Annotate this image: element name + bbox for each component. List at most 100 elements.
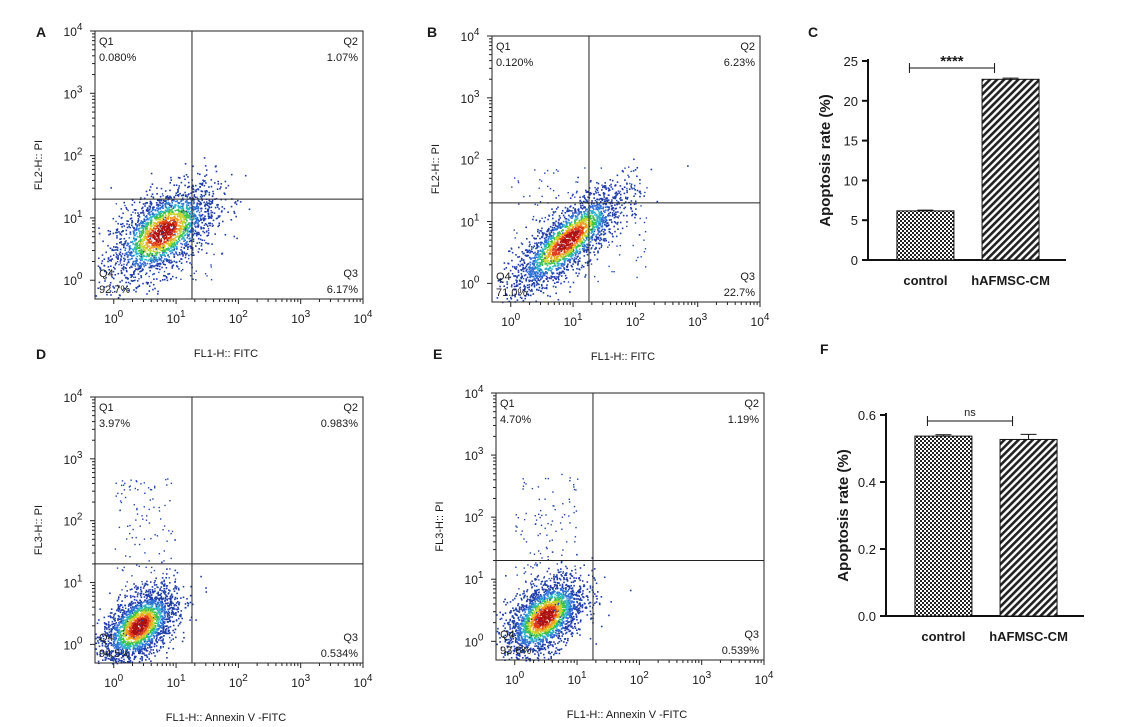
event-dot [132,248,134,251]
event-dot [117,222,119,225]
event-dot [182,211,185,214]
event-dot [536,247,538,249]
event-dot [190,247,192,249]
event-dot [563,236,565,239]
event-dot [164,212,166,215]
event-dot [561,233,563,236]
event-dot [592,224,595,226]
event-dot [612,214,614,216]
event-dot [186,226,189,228]
event-dot [155,257,157,260]
event-dot [511,251,514,254]
event-dot [563,251,566,253]
event-dot [515,268,517,270]
event-dot [170,245,172,248]
event-dot [598,226,600,229]
event-dot [110,265,112,267]
event-dot [571,229,574,232]
event-dot [634,212,636,215]
x-axis: 100 101 102 103 104 [104,299,373,326]
event-dot [575,219,578,221]
event-dot [135,261,137,263]
event-dot [525,270,527,272]
event-dot [217,180,219,183]
event-dot [574,208,577,210]
event-dot [105,646,107,648]
event-dot [624,206,627,209]
event-dot [157,232,159,235]
event-dot [165,252,168,254]
event-dot [547,243,550,245]
event-dot [162,231,165,233]
event-dot [186,207,189,210]
event-dot [173,226,175,229]
event-dot [585,251,588,253]
event-dot [538,258,541,260]
event-dot [567,192,569,194]
event-dot [572,239,575,242]
event-dot [151,242,153,245]
event-dot [204,165,207,167]
event-dot [643,195,645,197]
event-dot [131,274,134,276]
event-dot [111,248,114,251]
event-dot [123,201,125,204]
event-dot [517,181,520,184]
event-dot [621,211,623,213]
event-dot [548,228,550,231]
event-dot [607,209,609,212]
event-dot [574,245,576,247]
event-dot [234,202,236,204]
event-dot [624,167,626,169]
event-dot [597,233,599,235]
event-dot [644,191,646,194]
event-dot [588,225,591,228]
event-dot [556,276,558,278]
event-dot [155,245,158,247]
event-dot [550,236,552,239]
event-dot [603,196,605,198]
event-dot [157,224,160,227]
event-dot [510,296,512,299]
event-dot [208,206,211,209]
event-dot [562,244,564,246]
event-dot [563,249,566,252]
event-dot [576,215,579,218]
event-dot [148,285,151,287]
event-dot [561,212,563,214]
event-dot [168,224,171,226]
event-dot [190,231,192,233]
event-dot [532,215,535,218]
event-dot [616,245,618,247]
event-dot [574,246,576,249]
event-dot [158,244,160,247]
event-dot [575,257,578,260]
event-dot [568,259,570,261]
event-dot [552,272,555,274]
event-dot [552,253,554,255]
event-dot [557,226,560,228]
event-dot [639,195,641,198]
event-dot [533,260,535,263]
event-dot [588,223,591,225]
event-dot [164,216,166,219]
event-dot [601,244,603,247]
event-dot [606,205,609,208]
event-dot [218,208,220,210]
event-dot [162,204,164,206]
event-dot [582,232,585,235]
event-dot [561,248,563,250]
event-dot [152,273,154,276]
event-dot [179,213,181,216]
event-dot [139,270,141,273]
event-dot [149,219,152,221]
event-dot [197,220,200,222]
event-dot [540,275,542,278]
plot-frame [491,35,761,303]
event-dot [596,213,598,216]
event-dot [137,220,139,222]
event-dot [525,249,528,251]
event-dot [135,585,137,587]
event-dot [162,260,165,263]
event-dot [169,223,172,225]
